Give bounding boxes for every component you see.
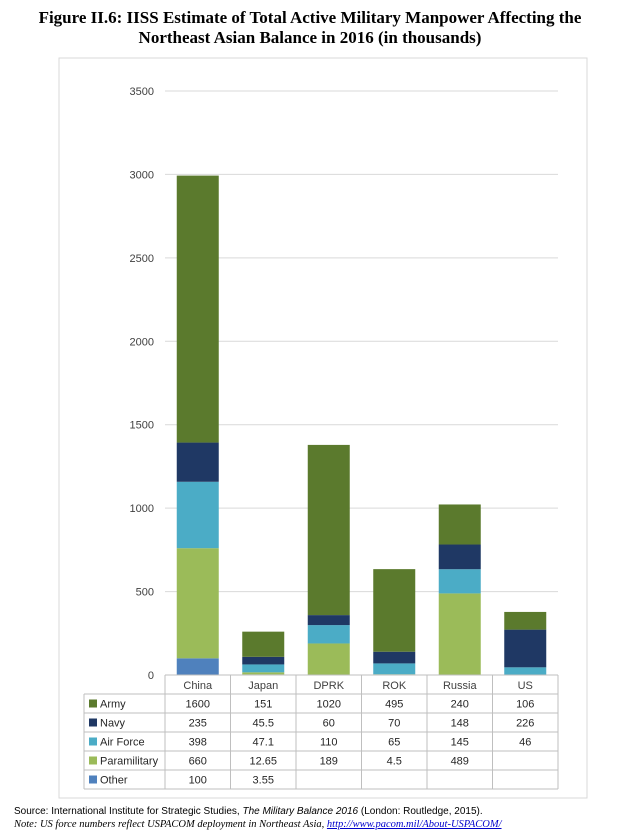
- data-label: 60: [323, 718, 335, 730]
- bar-segment-air-force: [438, 569, 481, 594]
- data-label: 3.55: [253, 775, 274, 787]
- data-label: 1020: [317, 699, 341, 711]
- legend-key-other: [89, 775, 97, 784]
- bar-segment-army: [438, 504, 481, 545]
- data-label: 495: [385, 699, 403, 711]
- bar-segment-navy: [307, 615, 350, 626]
- bar-segment-other: [176, 658, 219, 675]
- data-label: 189: [320, 756, 338, 768]
- data-label: 398: [189, 737, 207, 749]
- data-label: 45.5: [253, 718, 274, 730]
- bar-segment-army: [373, 569, 416, 652]
- data-label: 100: [189, 775, 207, 787]
- bar-segment-paramilitary: [242, 672, 285, 675]
- data-label: 145: [451, 737, 469, 749]
- y-tick-label: 3000: [130, 169, 154, 181]
- data-label: 148: [451, 718, 469, 730]
- data-label: 489: [451, 756, 469, 768]
- x-category-label: ROK: [382, 680, 407, 692]
- bar-segment-navy: [438, 544, 481, 570]
- chart-title-line-1: Figure II.6: IISS Estimate of Total Acti…: [38, 8, 582, 27]
- bar-segment-army: [176, 175, 219, 443]
- data-label: 65: [388, 737, 400, 749]
- bar-segment-paramilitary: [438, 593, 481, 675]
- bar-segment-paramilitary: [176, 548, 219, 659]
- bar-segment-paramilitary: [307, 643, 350, 675]
- data-label: 47.1: [253, 737, 274, 749]
- pacom-link[interactable]: http://www.pacom.mil/About-USPACOM/: [326, 819, 502, 830]
- legend-key-paramilitary: [89, 756, 97, 765]
- source-book-title: The Military Balance 2016: [242, 806, 359, 817]
- y-tick-label: 2000: [130, 336, 154, 348]
- data-label: 1600: [186, 699, 210, 711]
- bar-segment-air-force: [504, 667, 547, 675]
- chart-title-line-2: Northeast Asian Balance in 2016 (in thou…: [138, 28, 482, 47]
- y-tick-label: 1500: [130, 420, 154, 432]
- legend-key-air-force: [89, 737, 97, 746]
- stacked-bar-chart: 0 500 1000 1500 2000 2500 3000 3500 China Japan DP…: [58, 57, 588, 799]
- data-label: 151: [254, 699, 272, 711]
- data-label: 12.65: [249, 756, 277, 768]
- chart-frame: [58, 57, 588, 799]
- source-suffix: (London: Routledge, 2015).: [358, 806, 483, 817]
- data-label: 110: [320, 737, 338, 749]
- y-tick-label: 500: [136, 587, 154, 599]
- x-category-label: US: [518, 680, 533, 692]
- bar-segment-air-force: [242, 664, 285, 673]
- data-label: 46: [519, 737, 531, 749]
- y-tick-label: 0: [148, 670, 154, 682]
- legend-key-navy: [89, 718, 97, 727]
- legend-label: Army: [100, 699, 126, 711]
- legend-key-army: [89, 699, 97, 708]
- data-label: 106: [516, 699, 534, 711]
- legend-label: Other: [100, 775, 128, 787]
- data-label: 660: [189, 756, 207, 768]
- x-category-label: China: [183, 680, 213, 692]
- bar-segment-army: [504, 611, 547, 630]
- y-tick-label: 3500: [130, 86, 154, 98]
- data-label: 70: [388, 718, 400, 730]
- data-label: 226: [516, 718, 534, 730]
- bar-segment-army: [242, 631, 285, 657]
- bar-segment-navy: [242, 656, 285, 665]
- legend-label: Paramilitary: [100, 756, 159, 768]
- source-prefix: Source: International Institute for Stra…: [14, 806, 243, 817]
- footnote-text: Note: US force numbers reflect USPACOM d…: [14, 819, 327, 830]
- legend-label: Navy: [100, 718, 126, 730]
- x-category-label: Japan: [248, 680, 278, 692]
- x-category-label: Russia: [443, 680, 478, 692]
- bar-segment-navy: [373, 651, 416, 664]
- footnote: Note: US force numbers reflect USPACOM d…: [14, 818, 502, 831]
- source-note: Source: International Institute for Stra…: [14, 805, 483, 818]
- bar-segment-army: [307, 444, 350, 616]
- bar-segment-air-force: [176, 481, 219, 549]
- legend-label: Air Force: [100, 737, 145, 749]
- data-label: 240: [451, 699, 469, 711]
- bar-segment-navy: [504, 629, 547, 668]
- data-label: 235: [189, 718, 207, 730]
- bar-segment-navy: [176, 442, 219, 482]
- bar-segment-air-force: [373, 663, 416, 675]
- bar-segment-air-force: [307, 625, 350, 644]
- y-tick-label: 2500: [130, 253, 154, 265]
- y-tick-label: 1000: [130, 503, 154, 515]
- data-label: 4.5: [387, 756, 402, 768]
- x-category-label: DPRK: [313, 680, 344, 692]
